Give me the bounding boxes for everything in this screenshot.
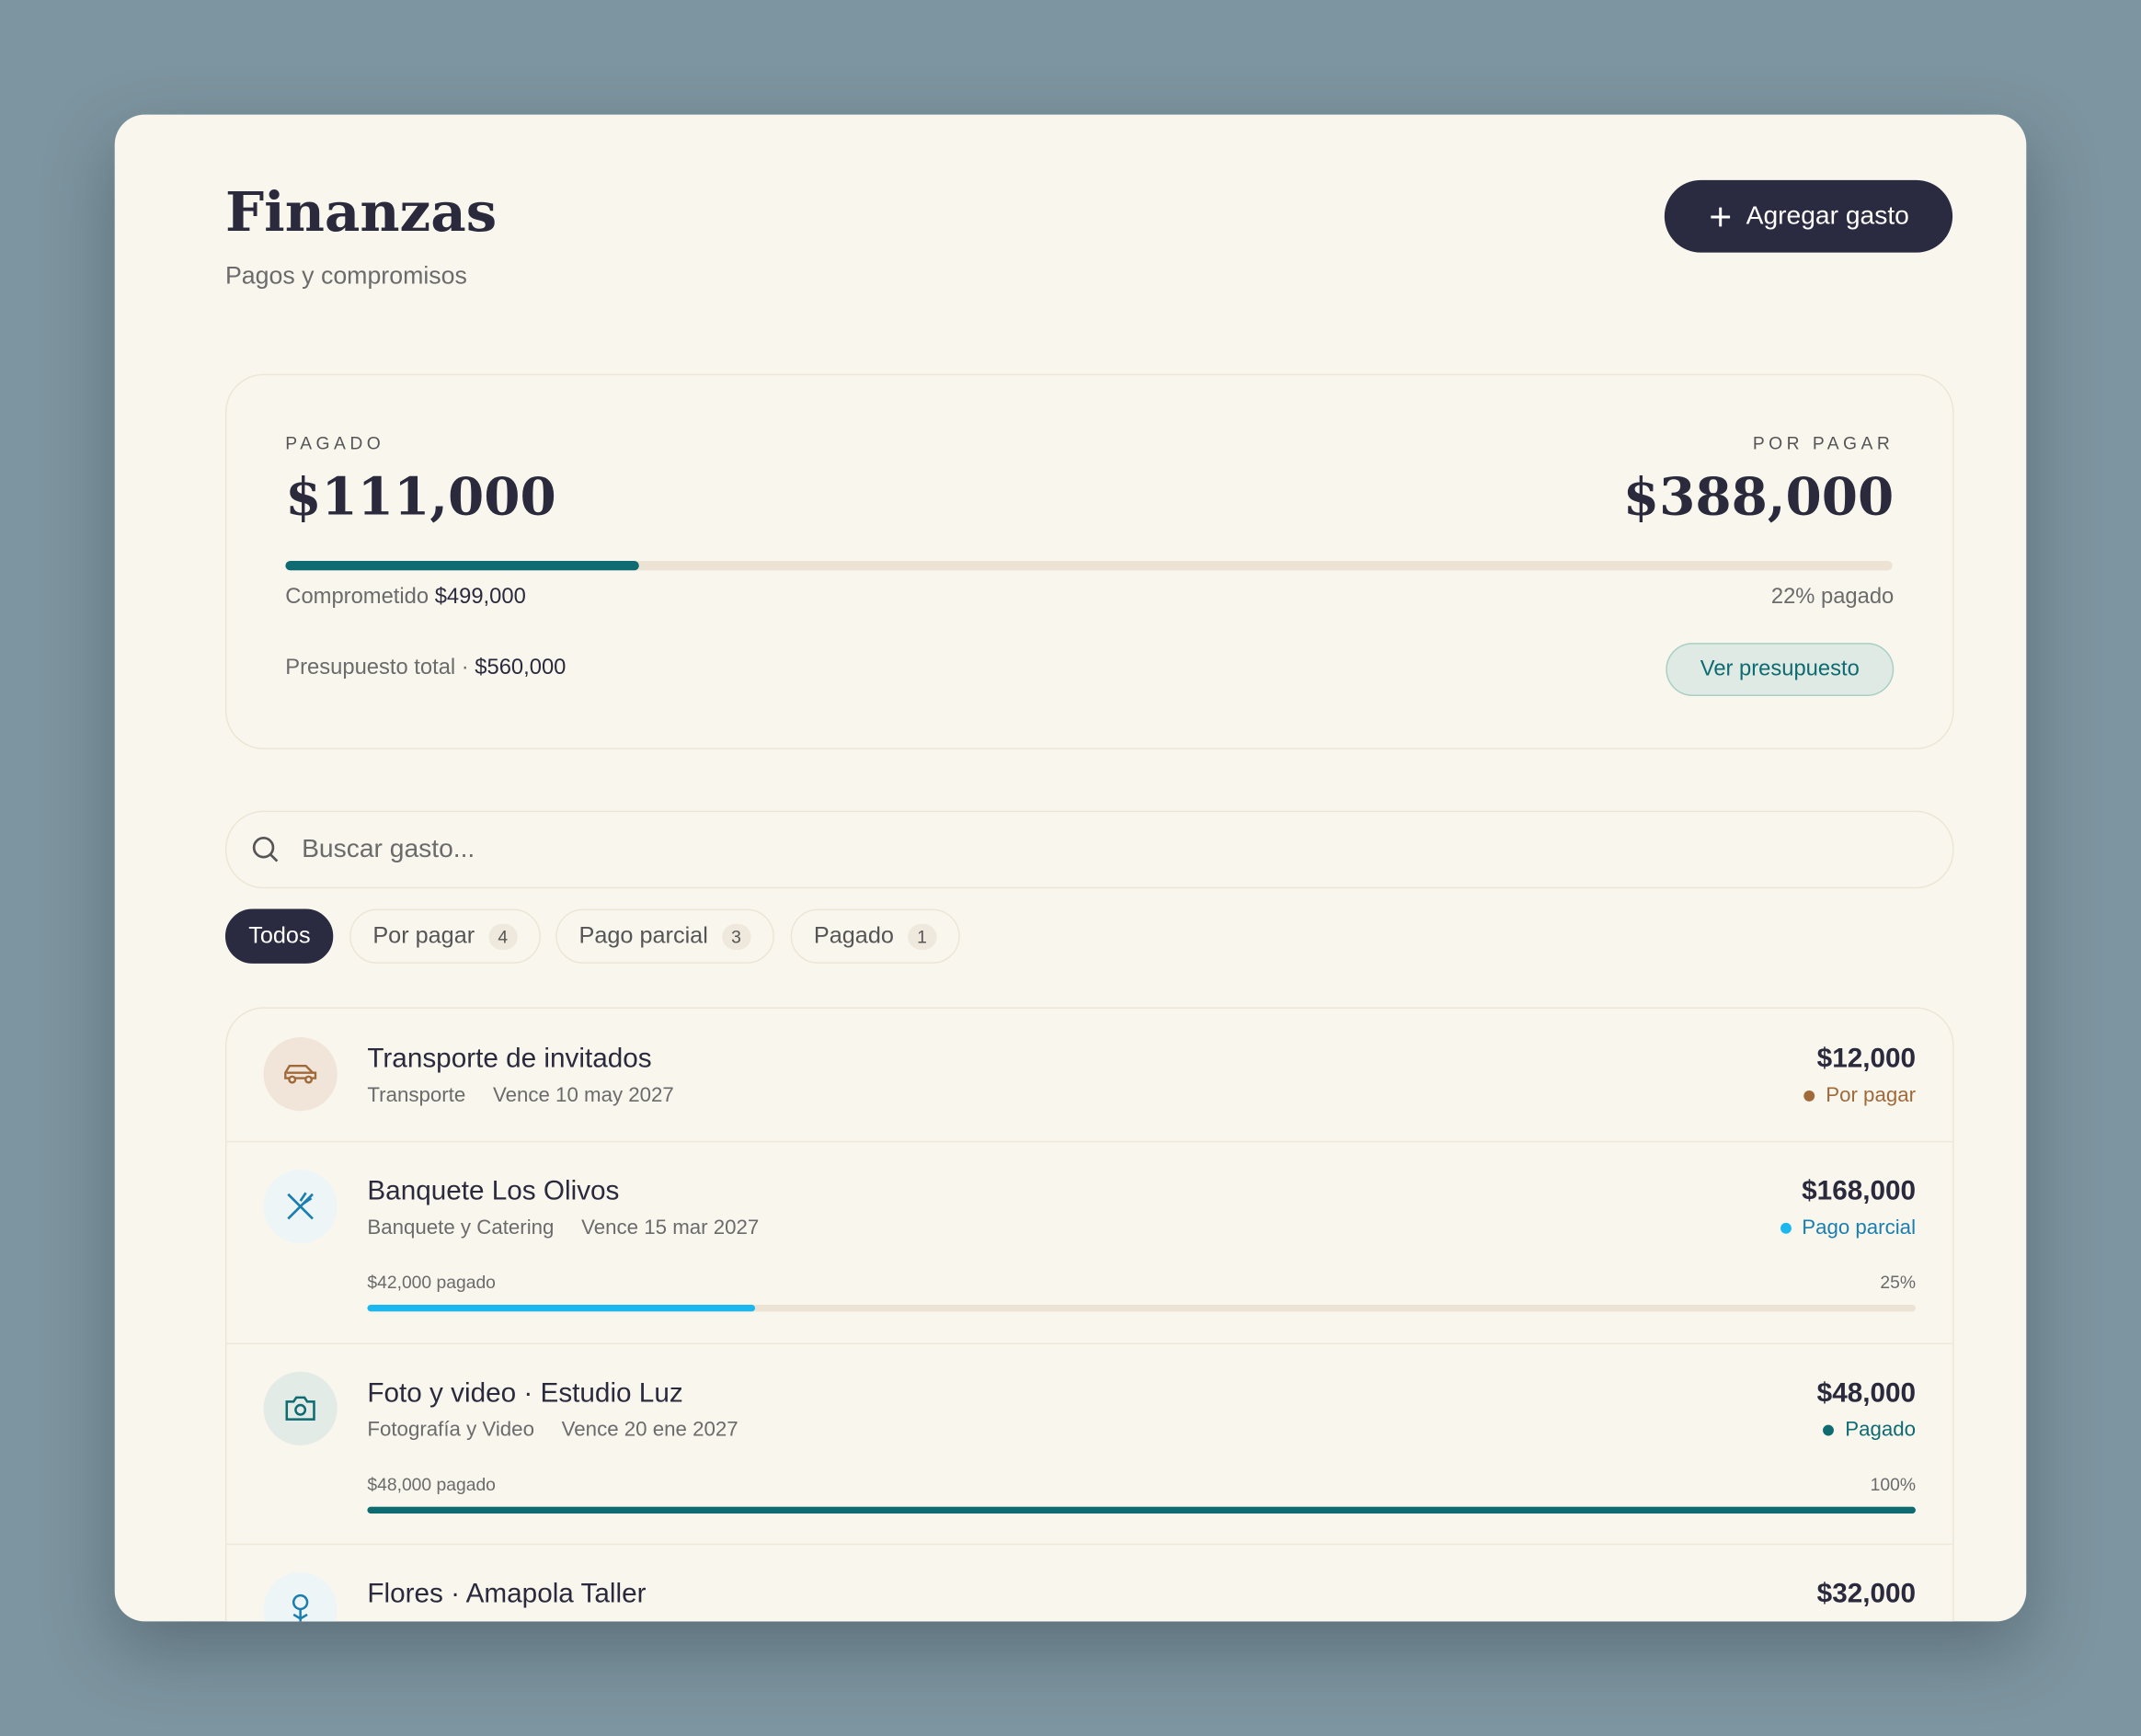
expense-name: Foto y video · Estudio Luz (367, 1378, 683, 1409)
due: Vence 20 ene 2027 (561, 1418, 738, 1442)
expense-meta: Fotografía y Video Vence 20 ene 2027 (367, 1418, 738, 1441)
filter[interactable]: Todos (224, 908, 334, 964)
committed: Comprometido $499,000 (285, 586, 525, 611)
summary: PAGADO $111,000 POR PAGAR $388,000 Compr… (224, 373, 1954, 749)
amount: $32,000 (1816, 1579, 1917, 1609)
icon (263, 1571, 338, 1622)
card: Finanzas Pagos y compromisos Agregar gas… (114, 114, 2027, 1622)
filter[interactable]: Por pagar 4 (349, 908, 541, 964)
category: Fotografía y Video (367, 1418, 534, 1442)
status-label: Pago parcial (1802, 1216, 1917, 1239)
due-label: POR PAGAR (1752, 432, 1895, 453)
summary-fill (285, 561, 639, 571)
progress-fill (367, 1506, 1917, 1514)
status-label: Pagado (1845, 1418, 1917, 1442)
flower-icon (292, 1593, 309, 1622)
status-dot (1780, 1222, 1792, 1234)
cutlery-icon (287, 1192, 314, 1220)
status: Por pagar (1803, 1084, 1916, 1107)
status-dot (1803, 1090, 1815, 1102)
filter-label: Por pagar (372, 922, 475, 949)
filter-label: Pagado (813, 922, 894, 949)
progress-fill (367, 1304, 755, 1312)
budget-button[interactable]: Ver presupuesto (1666, 643, 1895, 696)
search-icon (252, 836, 279, 862)
percent: 25% (1880, 1272, 1917, 1293)
search-placeholder: Buscar gasto... (302, 834, 475, 863)
car-icon (284, 1065, 317, 1084)
progress-track (367, 1506, 1917, 1514)
icon (263, 1037, 338, 1112)
expense-row[interactable]: Flores · Amapola Taller $32,000 (226, 1544, 1952, 1622)
status: Pagado (1823, 1418, 1916, 1441)
paid-amount: $111,000 (285, 465, 556, 527)
expense-row[interactable]: Foto y video · Estudio Luz Fotografía y … (226, 1343, 1953, 1546)
expense-row[interactable]: Transporte de invitados Transporte Vence … (226, 1009, 1953, 1143)
expense-name: Transporte de invitados (367, 1044, 652, 1075)
paid-label: PAGADO (285, 432, 385, 453)
plus-icon (1711, 206, 1730, 226)
percent: 100% (1870, 1474, 1917, 1495)
committed-label: Comprometido (285, 585, 429, 609)
status: Pago parcial (1780, 1216, 1916, 1239)
percent-paid: 22% pagado (1770, 585, 1895, 609)
due: Vence 15 mar 2027 (581, 1216, 760, 1239)
icon (263, 1371, 338, 1445)
amount: $168,000 (1802, 1176, 1917, 1207)
filter-count: 4 (488, 923, 518, 950)
search[interactable]: Buscar gasto... (224, 810, 1954, 889)
status-label: Por pagar (1826, 1083, 1917, 1107)
amount: $48,000 (1816, 1378, 1917, 1409)
due: Vence 10 may 2027 (492, 1083, 674, 1107)
paid-label: $42,000 pagado (367, 1272, 496, 1293)
title: Finanzas (224, 179, 498, 245)
expense-meta: Banquete y Catering Vence 15 mar 2027 (367, 1216, 759, 1239)
category: Banquete y Catering (367, 1216, 555, 1239)
expense-name: Flores · Amapola Taller (367, 1579, 647, 1609)
expense-list: Transporte de invitados Transporte Vence … (224, 1007, 1954, 1622)
add-button[interactable]: Agregar gasto (1664, 179, 1953, 253)
paid-label: $48,000 pagado (367, 1474, 496, 1495)
filter-label: Pago parcial (578, 922, 708, 949)
summary-track (285, 561, 1893, 571)
add-button-label: Agregar gasto (1746, 200, 1909, 231)
budget: Presupuesto total · $560,000 (285, 657, 566, 681)
icon (263, 1170, 338, 1244)
due-amount: $388,000 (1622, 465, 1895, 527)
filter[interactable]: Pago parcial 3 (555, 908, 774, 964)
expense-name: Banquete Los Olivos (367, 1176, 620, 1207)
status-dot (1823, 1424, 1835, 1436)
progress-track (367, 1304, 1917, 1312)
filter-count: 1 (907, 923, 937, 950)
filter-count: 3 (721, 923, 751, 950)
budget-amount: $560,000 (475, 656, 567, 680)
camera-icon (285, 1396, 315, 1421)
committed-amount: $499,000 (434, 585, 526, 609)
filter-label: Todos (248, 922, 311, 949)
expense-row[interactable]: Banquete Los Olivos Banquete y Catering V… (226, 1141, 1953, 1345)
amount: $12,000 (1816, 1044, 1917, 1075)
budget-label: Presupuesto total · (285, 656, 469, 680)
category: Transporte (367, 1083, 466, 1107)
subtitle: Pagos y compromisos (224, 261, 467, 290)
filter[interactable]: Pagado 1 (790, 908, 960, 964)
expense-meta: Transporte Vence 10 may 2027 (367, 1084, 673, 1107)
